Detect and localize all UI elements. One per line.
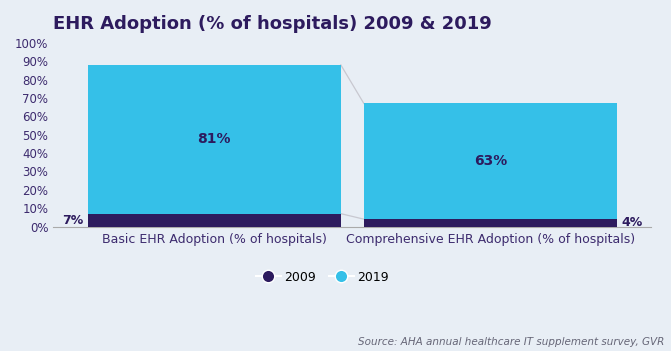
Bar (88, 65, 341, 214)
Text: 63%: 63% (474, 154, 507, 168)
Text: 81%: 81% (197, 132, 231, 146)
Bar (364, 219, 617, 226)
Text: Source: AHA annual healthcare IT supplement survey, GVR: Source: AHA annual healthcare IT supplem… (358, 338, 664, 347)
Bar (364, 104, 617, 219)
Text: EHR Adoption (% of hospitals) 2009 & 2019: EHR Adoption (% of hospitals) 2009 & 201… (53, 15, 492, 33)
Text: 4%: 4% (621, 216, 643, 229)
Bar (88, 214, 341, 226)
Text: 7%: 7% (62, 214, 83, 227)
Legend: 2009, 2019: 2009, 2019 (251, 266, 394, 289)
